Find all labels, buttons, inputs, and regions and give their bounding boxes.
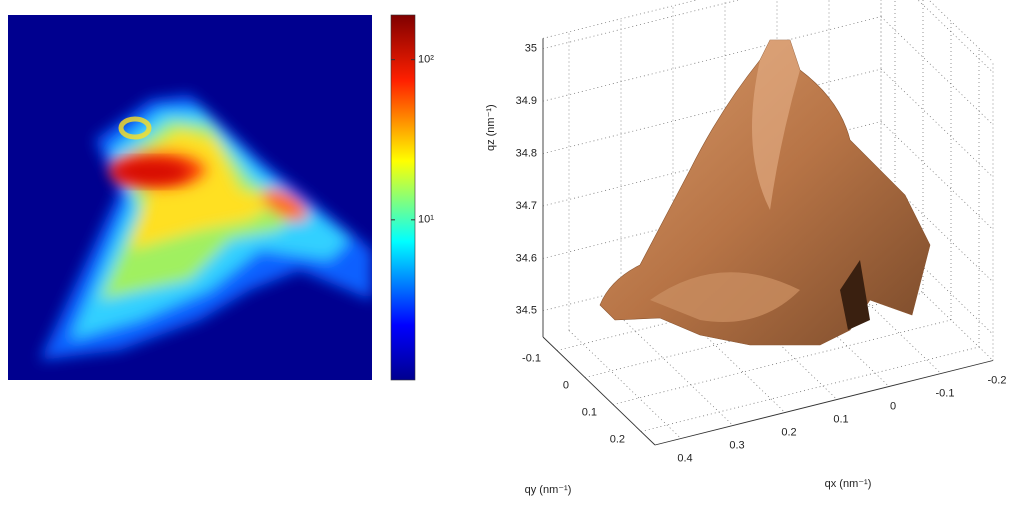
colorbar-tick-label: 10² xyxy=(418,54,434,66)
y-tick-label: 0.2 xyxy=(610,433,625,445)
surface xyxy=(599,39,931,346)
z-tick-label: 34.7 xyxy=(516,200,537,212)
axis-line xyxy=(654,360,994,446)
y-axis-label: qy (nm⁻¹) xyxy=(525,484,572,496)
z-tick-label: 34.9 xyxy=(516,95,537,107)
z-tick-label: 34.6 xyxy=(516,252,537,264)
y-tick-label: 0.1 xyxy=(582,406,597,418)
box-edge xyxy=(542,0,698,39)
grid-line xyxy=(568,330,682,439)
grid-line xyxy=(542,0,740,50)
grid-line xyxy=(917,0,994,73)
x-tick-label: 0.1 xyxy=(833,413,848,425)
z-axis-label: qz (nm⁻¹) xyxy=(485,104,497,151)
y-tick-label: 0 xyxy=(563,379,569,391)
x-tick-label: 0.4 xyxy=(677,452,692,464)
y-tick-label: -0.1 xyxy=(522,352,541,364)
grid-line xyxy=(640,346,980,432)
grid-line xyxy=(542,16,882,102)
heatmap xyxy=(8,15,372,380)
axis-line xyxy=(542,336,656,446)
z-tick-label: 34.8 xyxy=(516,148,537,160)
colorbar xyxy=(390,14,416,381)
x-tick-label: -0.1 xyxy=(936,387,955,399)
colorbar-tick-label: 10¹ xyxy=(418,214,434,226)
z-tick-label: 35 xyxy=(525,43,537,55)
axes-3d xyxy=(542,0,994,446)
x-tick-label: 0.2 xyxy=(781,426,796,438)
z-tick-label: 34.5 xyxy=(516,305,537,317)
x-tick-label: 0.3 xyxy=(729,439,744,451)
grid-line xyxy=(880,16,994,125)
x-tick-label: 0 xyxy=(890,400,896,412)
box-edge xyxy=(928,0,994,63)
x-tick-label: -0.2 xyxy=(988,374,1007,386)
grid-line xyxy=(880,68,994,178)
x-axis-label: qx (nm⁻¹) xyxy=(825,478,872,490)
